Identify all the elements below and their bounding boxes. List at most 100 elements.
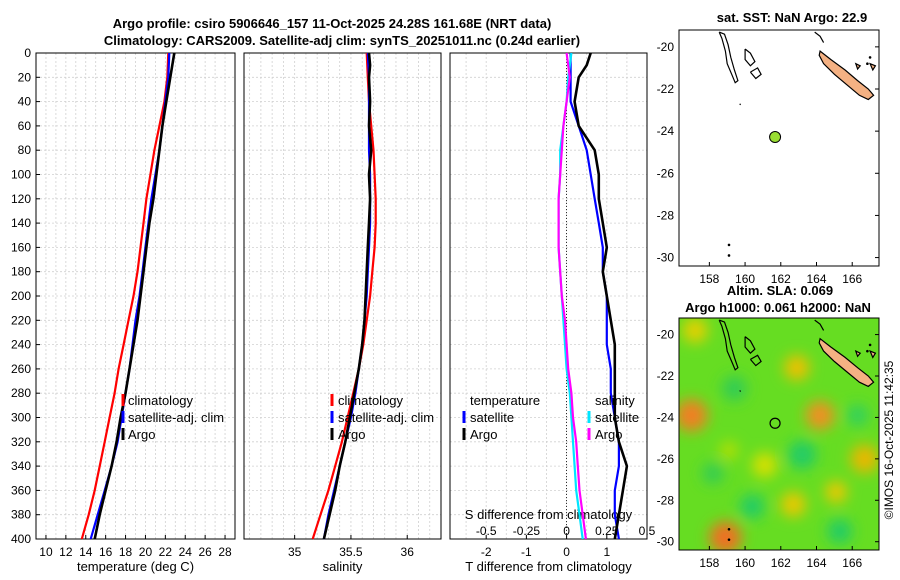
legend-header-salinity: salinity bbox=[595, 393, 635, 408]
y-tick-label: 280 bbox=[11, 386, 31, 400]
y-tick-label: 360 bbox=[11, 483, 31, 497]
island-dot bbox=[866, 62, 869, 66]
y-tick-label: 120 bbox=[11, 192, 31, 206]
sla-anomaly-blob bbox=[825, 481, 847, 503]
x-tick-label: -2 bbox=[481, 545, 492, 559]
y-tick-label: 300 bbox=[11, 411, 31, 425]
map-y-tick-label: -22 bbox=[657, 82, 675, 96]
series-line-climatology bbox=[80, 52, 170, 540]
sla-anomaly-blob bbox=[682, 318, 708, 343]
x-tick-label: -1 bbox=[521, 545, 532, 559]
plot-frame bbox=[449, 52, 648, 540]
sla-anomaly-blob bbox=[787, 440, 817, 470]
legend-label-climatology: climatology bbox=[338, 393, 404, 408]
x-tick-label: 12 bbox=[59, 545, 73, 559]
legend-label-satellite-adj: satellite-adj. clim bbox=[128, 410, 224, 425]
map-x-tick-label: 160 bbox=[735, 556, 755, 570]
map-x-tick-label: 164 bbox=[806, 556, 826, 570]
y-tick-label: 20 bbox=[18, 70, 32, 84]
island-dot bbox=[868, 56, 872, 59]
sla-map-title-line2: Argo h1000: 0.061 h2000: NaN bbox=[685, 300, 871, 315]
sla-anomaly-blob bbox=[709, 521, 742, 550]
map-frame bbox=[678, 317, 880, 551]
sla-anomaly-blob bbox=[805, 401, 835, 430]
y-tick-label: 100 bbox=[11, 168, 31, 182]
map-x-tick-label: 158 bbox=[699, 556, 719, 570]
salinity-legend: climatology satellite-adj. clim Argo bbox=[330, 393, 434, 442]
coastline bbox=[814, 319, 825, 331]
series-line-satellite-adj-clim bbox=[322, 52, 372, 540]
y-tick-label: 400 bbox=[11, 532, 31, 546]
x-tick-label: 14 bbox=[79, 545, 93, 559]
legend-label-temp-satellite: satellite bbox=[470, 410, 514, 425]
x-tick-label: 10 bbox=[39, 545, 53, 559]
y-tick-label: 220 bbox=[11, 313, 31, 327]
y-tick-label: 160 bbox=[11, 240, 31, 254]
x2-tick-label: -0.25 bbox=[513, 524, 541, 538]
map-y-tick-label: -20 bbox=[657, 328, 675, 342]
x2-axis-label: S difference from climatology bbox=[465, 507, 633, 522]
y-tick-label: 60 bbox=[18, 119, 32, 133]
sst-map: 158 160 162 164 166 -20 -22 -24 -26 -28 -30 bbox=[657, 29, 880, 286]
legend-header-temperature: temperature bbox=[470, 393, 540, 408]
series-line-argo bbox=[93, 52, 176, 540]
legend-label-argo: Argo bbox=[338, 427, 365, 442]
series-line-temperature-argo bbox=[573, 52, 629, 540]
series-line-salinity-argo bbox=[557, 52, 587, 540]
x-tick-label: 35.5 bbox=[339, 545, 363, 559]
land-new-caledonia bbox=[854, 62, 862, 71]
y-tick-label: 340 bbox=[11, 459, 31, 473]
temperature-panel: 10 12 14 16 18 20 22 24 26 2802040608010012014016… bbox=[11, 46, 236, 574]
imos-timestamp: ©IMOS 16-Oct-2025 11:42:35 bbox=[882, 360, 896, 519]
y-tick-label: 40 bbox=[18, 95, 32, 109]
map-content bbox=[718, 31, 877, 257]
sla-anomaly-blob bbox=[702, 462, 724, 485]
island-dot bbox=[727, 243, 731, 247]
argo-float-marker bbox=[769, 131, 782, 144]
x-tick-label: 35 bbox=[288, 545, 302, 559]
figure-title-line1: Argo profile: csiro 5906646_157 11-Oct-2… bbox=[113, 16, 552, 31]
sla-anomaly-blob bbox=[679, 399, 708, 432]
x2-tick-label: 0.25 bbox=[595, 524, 619, 538]
sla-anomaly-blobs bbox=[679, 318, 879, 550]
difference-legend: temperature satellite Argo salinity sate… bbox=[462, 393, 639, 442]
x2-tick-label: 0 bbox=[563, 524, 570, 538]
sla-field-background bbox=[679, 318, 879, 550]
legend-label-sal-argo: Argo bbox=[595, 427, 622, 442]
island-dot bbox=[868, 343, 872, 347]
coastline bbox=[749, 354, 762, 367]
x2-tick-label: -0.5 bbox=[476, 524, 497, 538]
land-new-caledonia bbox=[818, 337, 875, 388]
sla-anomaly-blob bbox=[850, 444, 879, 474]
x-tick-label: 0 bbox=[563, 545, 570, 559]
x-tick-label: 18 bbox=[119, 545, 133, 559]
sla-anomaly-blob bbox=[846, 404, 869, 427]
y-tick-label: 80 bbox=[18, 143, 32, 157]
coastline bbox=[744, 48, 756, 67]
map-x-tick-label: 166 bbox=[842, 272, 862, 286]
coastline bbox=[739, 390, 742, 392]
map-y-tick-label: -28 bbox=[657, 493, 675, 507]
map-x-tick-label: 166 bbox=[842, 556, 862, 570]
map-x-tick-label: 162 bbox=[771, 556, 791, 570]
x-tick-label: 1 bbox=[603, 545, 610, 559]
sla-anomaly-blob bbox=[784, 355, 810, 381]
plot-frame bbox=[243, 52, 442, 540]
coastline bbox=[744, 336, 756, 355]
map-frame bbox=[678, 29, 880, 267]
series-line-argo bbox=[322, 52, 373, 540]
sla-anomaly-blob bbox=[720, 441, 738, 460]
coastline bbox=[814, 31, 825, 43]
y-tick-label: 200 bbox=[11, 289, 31, 303]
map-y-tick-label: -22 bbox=[657, 369, 675, 383]
legend-label-satellite-adj: satellite-adj. clim bbox=[338, 410, 434, 425]
y-tick-label: 140 bbox=[11, 216, 31, 230]
map-y-tick-label: -20 bbox=[657, 40, 675, 54]
map-y-tick-label: -26 bbox=[657, 452, 675, 466]
x-axis-label: T difference from climatology bbox=[465, 559, 632, 574]
island-dot bbox=[727, 254, 731, 257]
land-new-caledonia bbox=[854, 349, 862, 358]
legend-label-sal-satellite: satellite bbox=[595, 410, 639, 425]
y-tick-label: 240 bbox=[11, 338, 31, 352]
